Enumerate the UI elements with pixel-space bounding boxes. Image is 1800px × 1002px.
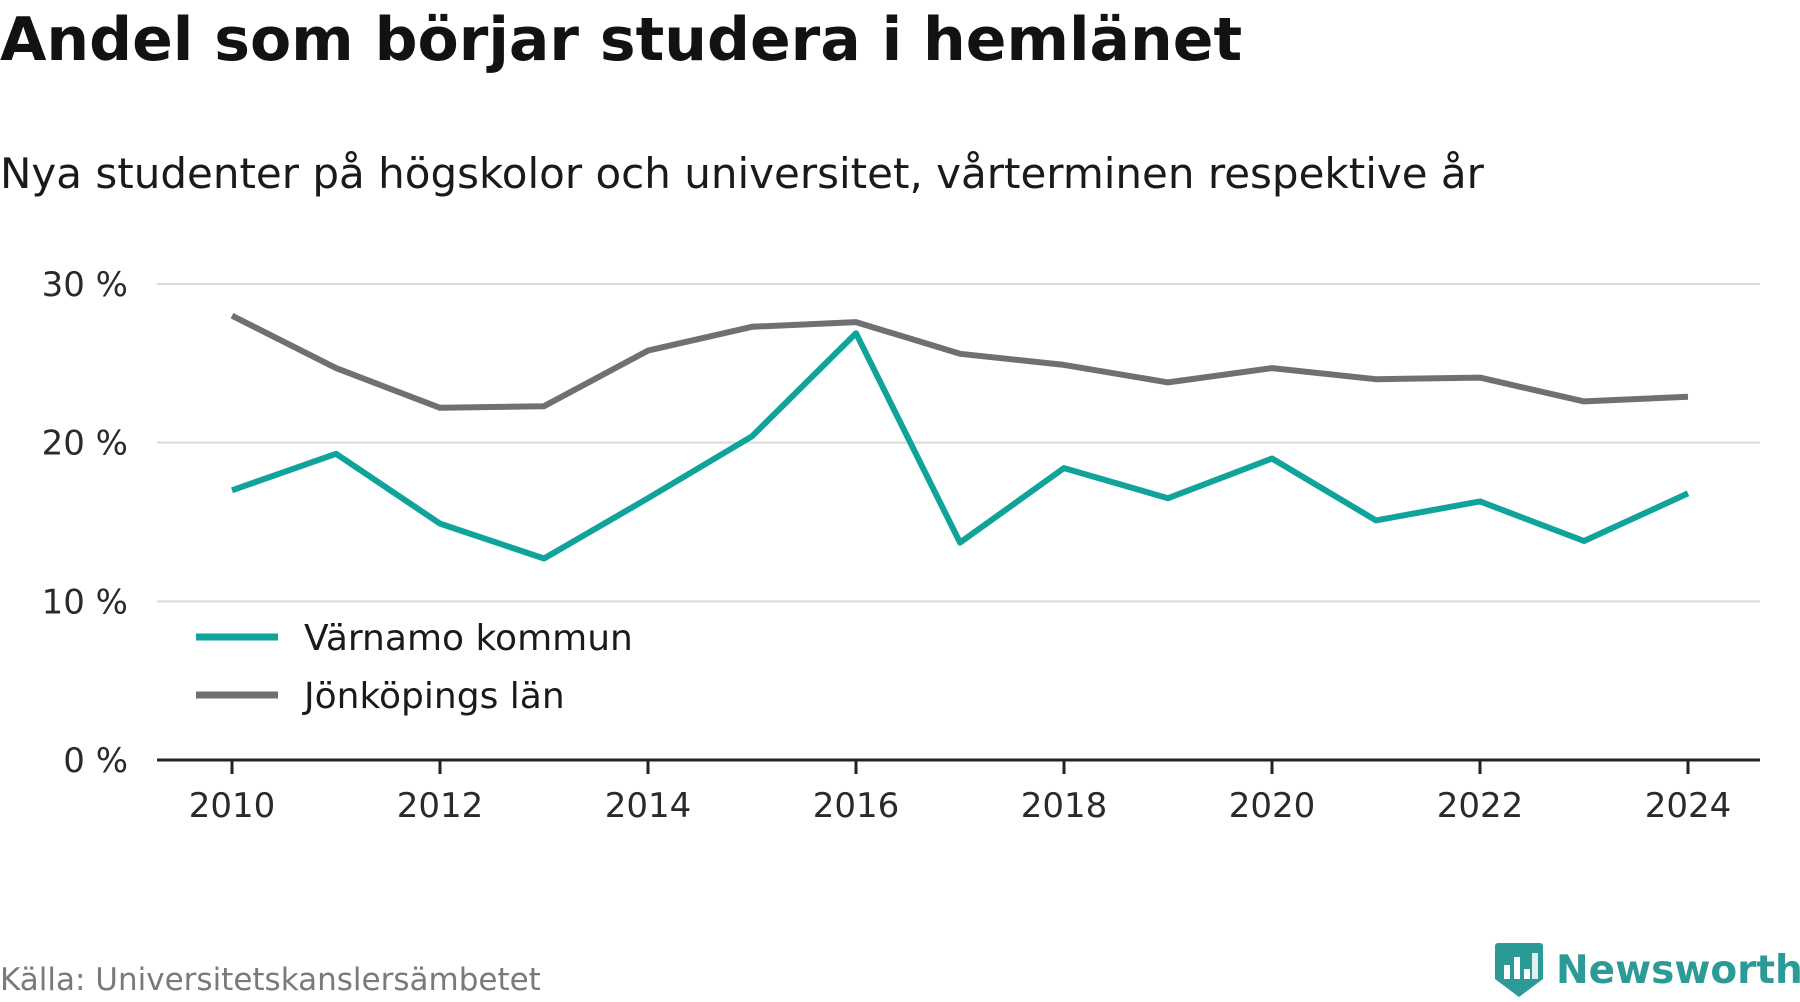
brand-logo: Newsworthy (1494, 938, 1800, 1002)
x-tick-label: 2024 (1645, 786, 1732, 826)
series-lines (230, 313, 1690, 562)
legend-label: Jönköpings län (302, 676, 565, 717)
chart-subtitle: Nya studenter på högskolor och universit… (0, 149, 1484, 198)
newsworthy-logo-icon (1495, 943, 1543, 997)
legend: Värnamo kommun Jönköpings län (196, 618, 633, 717)
series-line-värnamo-kommun (231, 330, 1690, 562)
source-note: Källa: Universitetskanslersämbetet (0, 962, 541, 998)
y-tick-label: 20 % (42, 424, 128, 464)
legend-label: Värnamo kommun (304, 618, 633, 659)
x-axis: 2010 2012 2014 2016 2018 2020 2022 2024 (157, 758, 1760, 826)
x-tick-label: 2010 (189, 786, 276, 826)
line-chart: 2010 2012 2014 2016 2018 2020 2022 2024 0 % 10 %… (42, 265, 1760, 826)
chart-title: Andel som börjar studera i hemlänet (0, 5, 1243, 75)
x-tick-label: 2018 (1021, 786, 1108, 826)
x-tick-label: 2016 (813, 786, 900, 826)
grid-lines (157, 283, 1760, 603)
x-tick-label: 2014 (605, 786, 692, 826)
y-tick-label: 0 % (63, 741, 128, 781)
y-tick-label: 10 % (42, 582, 128, 622)
x-tick-label: 2020 (1229, 786, 1316, 826)
y-axis-labels: 0 % 10 % 20 % 30 % (42, 265, 128, 781)
y-tick-label: 30 % (42, 265, 128, 305)
x-tick-label: 2022 (1437, 786, 1524, 826)
x-tick-label: 2012 (397, 786, 484, 826)
brand-name: Newsworthy (1556, 947, 1800, 993)
series-line-jönköpings-län (230, 313, 1689, 411)
